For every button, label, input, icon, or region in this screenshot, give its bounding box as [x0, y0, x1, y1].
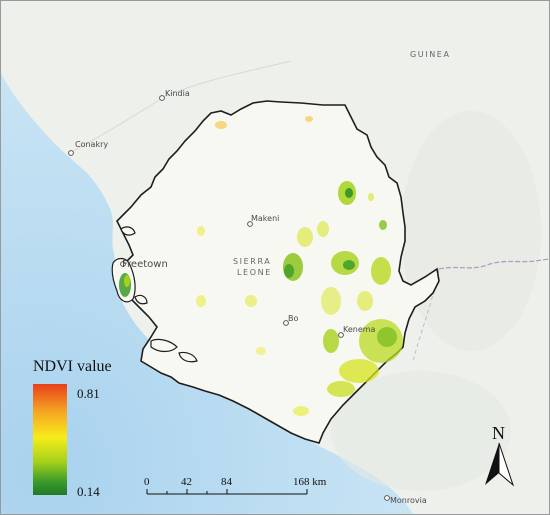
legend: NDVI value 0.81 0.14	[33, 358, 112, 499]
scale-bar	[146, 489, 308, 495]
legend-min-label: 0.14	[77, 484, 100, 499]
city-label-kindia: Kindia	[165, 89, 190, 98]
scale-tick-84: 84	[221, 476, 233, 488]
city-label-freetown: Freetown	[122, 259, 168, 270]
city-label-conakry: Conakry	[75, 140, 108, 149]
scale-tick-42: 42	[181, 476, 192, 488]
scale-tick-0: 0	[144, 476, 150, 488]
city-label-makeni: Makeni	[251, 214, 279, 223]
legend-color-ramp	[33, 384, 67, 495]
city-label-monrovia: Monrovia	[390, 496, 427, 505]
international-border	[438, 258, 549, 270]
country-label-leone: LEONE	[237, 268, 272, 277]
country-label-sierra: SIERRA	[233, 257, 271, 266]
legend-title: NDVI value	[33, 358, 112, 375]
north-arrow-icon	[485, 442, 515, 487]
ndvi-patches	[119, 116, 403, 416]
ocean	[1, 73, 413, 514]
scale-tick-168: 168 km	[293, 476, 327, 488]
sierra-leone-outline	[115, 100, 440, 444]
terrain-shade	[401, 111, 541, 351]
city-label-bo: Bo	[288, 314, 298, 323]
city-markers	[68, 95, 390, 501]
north-arrow-label: N	[492, 423, 505, 443]
terrain-shade	[331, 371, 511, 491]
country-label-guinea: GUINEA	[410, 50, 451, 59]
legend-max-label: 0.81	[77, 386, 100, 401]
city-label-kenema: Kenema	[343, 325, 376, 334]
